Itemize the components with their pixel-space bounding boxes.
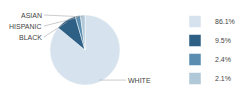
svg-text:2.4%: 2.4% [215, 56, 231, 63]
svg-text:2.1%: 2.1% [215, 75, 231, 82]
svg-text:ASIAN: ASIAN [21, 12, 42, 19]
svg-text:86.1%: 86.1% [215, 18, 235, 25]
svg-text:BLACK: BLACK [19, 34, 42, 41]
svg-text:WHITE: WHITE [128, 77, 151, 84]
svg-text:9.5%: 9.5% [215, 37, 231, 44]
svg-text:HISPANIC: HISPANIC [9, 23, 42, 30]
